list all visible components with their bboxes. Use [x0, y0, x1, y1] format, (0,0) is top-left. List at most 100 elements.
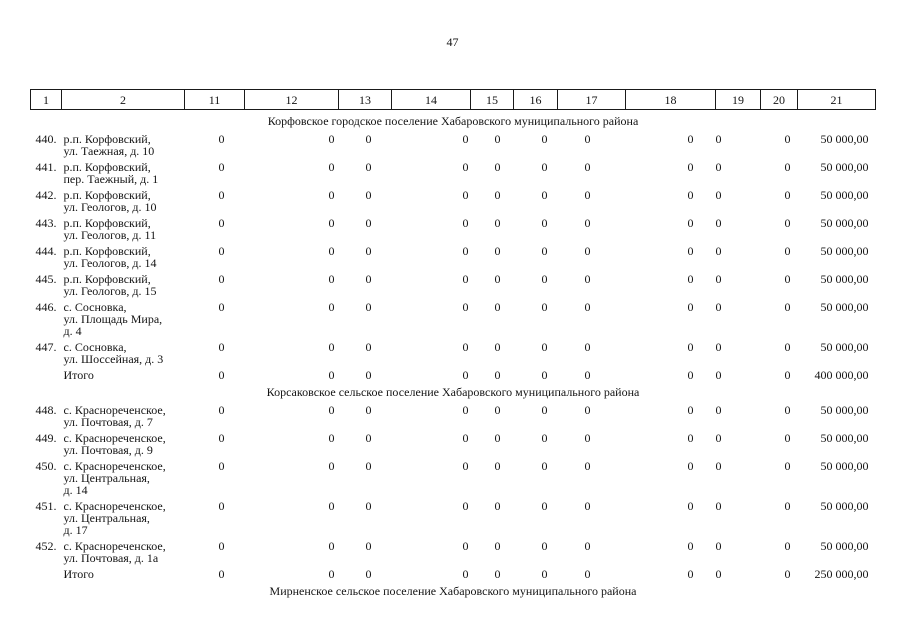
value-cell: 0	[584, 567, 591, 581]
value-cell: 0	[462, 272, 469, 286]
value-cell: 0	[584, 188, 591, 202]
value-cell: 0	[328, 539, 335, 553]
value-cell: 0	[365, 499, 372, 513]
row-number: 444.	[35, 244, 57, 258]
value-cell: 0	[365, 431, 372, 445]
value-cell: 0	[715, 300, 722, 314]
section-title: Мирненское сельское поселение Хабаровско…	[269, 584, 637, 598]
value-cell: 0	[584, 300, 591, 314]
value-cell: 0	[541, 132, 548, 146]
column-header: 14	[391, 89, 471, 110]
value-cell: 0	[784, 244, 791, 258]
value-cell: 0	[784, 272, 791, 286]
value-cell: 0	[687, 567, 694, 581]
value-cell: 0	[784, 132, 791, 146]
value-cell: 0	[328, 459, 335, 473]
value-cell: 0	[584, 403, 591, 417]
address-cell: с. Краснореченское, ул. Центральная, д. …	[63, 459, 166, 497]
row-number: 449.	[35, 431, 57, 445]
row-number: 452.	[35, 539, 57, 553]
value-cell: 0	[365, 300, 372, 314]
value-cell: 0	[584, 132, 591, 146]
value-cell: 0	[328, 244, 335, 258]
value-cell: 0	[494, 539, 501, 553]
value-cell: 0	[218, 340, 225, 354]
value-cell: 0	[462, 244, 469, 258]
value-cell: 0	[541, 567, 548, 581]
value-cell: 0	[784, 368, 791, 382]
row-number: 446.	[35, 300, 57, 314]
value-cell: 0	[494, 567, 501, 581]
value-cell: 0	[328, 132, 335, 146]
value-cell: 0	[584, 539, 591, 553]
column-header: 2	[61, 89, 185, 110]
value-cell: 0	[584, 368, 591, 382]
value-cell: 0	[218, 188, 225, 202]
table-row: 451. с. Краснореченское, ул. Центральная,…	[31, 496, 876, 536]
column-header: 20	[760, 89, 798, 110]
table-row: 450. с. Краснореченское, ул. Центральная,…	[31, 456, 876, 496]
value-cell: 0	[365, 539, 372, 553]
row-number: 447.	[35, 340, 57, 354]
amount-cell: 50 000,00	[820, 132, 869, 146]
column-header: 19	[715, 89, 761, 110]
value-cell: 0	[365, 567, 372, 581]
value-cell: 0	[715, 188, 722, 202]
value-cell: 0	[218, 300, 225, 314]
value-cell: 0	[584, 272, 591, 286]
value-cell: 0	[541, 244, 548, 258]
value-cell: 0	[541, 499, 548, 513]
column-header: 11	[184, 89, 245, 110]
value-cell: 0	[462, 160, 469, 174]
row-number: 451.	[35, 499, 57, 513]
address-cell: р.п. Корфовский, ул. Геологов, д. 14	[63, 244, 157, 270]
value-cell: 0	[328, 403, 335, 417]
value-cell: 0	[462, 567, 469, 581]
value-cell: 0	[328, 160, 335, 174]
amount-cell: 50 000,00	[820, 300, 869, 314]
value-cell: 0	[541, 160, 548, 174]
payments-table: 1 2 11 12 13 14 15 16 17 18 19 20 21 Корфовское горо…	[30, 89, 876, 599]
value-cell: 0	[687, 459, 694, 473]
value-cell: 0	[218, 160, 225, 174]
value-cell: 0	[328, 272, 335, 286]
address-cell: р.п. Корфовский, ул. Таежная, д. 10	[63, 132, 155, 158]
value-cell: 0	[784, 459, 791, 473]
value-cell: 0	[328, 216, 335, 230]
value-cell: 0	[687, 368, 694, 382]
value-cell: 0	[494, 244, 501, 258]
table-row: 440. р.п. Корфовский, ул. Таежная, д. 10 0…	[31, 129, 876, 157]
amount-cell: 50 000,00	[820, 216, 869, 230]
section-title-row: Мирненское сельское поселение Хабаровско…	[31, 580, 876, 599]
row-number: 443.	[35, 216, 57, 230]
section-title-row: Корсаковское сельское поселение Хабаровс…	[31, 381, 876, 400]
value-cell: 0	[715, 403, 722, 417]
value-cell: 0	[715, 160, 722, 174]
address-cell: с. Краснореченское, ул. Центральная, д. …	[63, 499, 166, 537]
value-cell: 0	[494, 300, 501, 314]
value-cell: 0	[715, 340, 722, 354]
value-cell: 0	[584, 459, 591, 473]
value-cell: 0	[328, 188, 335, 202]
value-cell: 0	[218, 539, 225, 553]
address-cell: р.п. Корфовский, ул. Геологов, д. 11	[63, 216, 157, 242]
value-cell: 0	[784, 499, 791, 513]
value-cell: 0	[328, 567, 335, 581]
value-cell: 0	[218, 567, 225, 581]
value-cell: 0	[462, 188, 469, 202]
amount-cell: 50 000,00	[820, 539, 869, 553]
row-number	[31, 365, 62, 381]
value-cell: 0	[494, 403, 501, 417]
value-cell: 0	[462, 132, 469, 146]
value-cell: 0	[494, 499, 501, 513]
value-cell: 0	[584, 216, 591, 230]
value-cell: 0	[328, 499, 335, 513]
value-cell: 0	[541, 188, 548, 202]
table-body: Корфовское городское поселение Хабаровск…	[31, 110, 876, 600]
value-cell: 0	[541, 368, 548, 382]
value-cell: 0	[687, 272, 694, 286]
value-cell: 0	[462, 499, 469, 513]
address-cell: с. Краснореченское, ул. Почтовая, д. 7	[63, 403, 166, 429]
value-cell: 0	[687, 216, 694, 230]
value-cell: 0	[218, 431, 225, 445]
